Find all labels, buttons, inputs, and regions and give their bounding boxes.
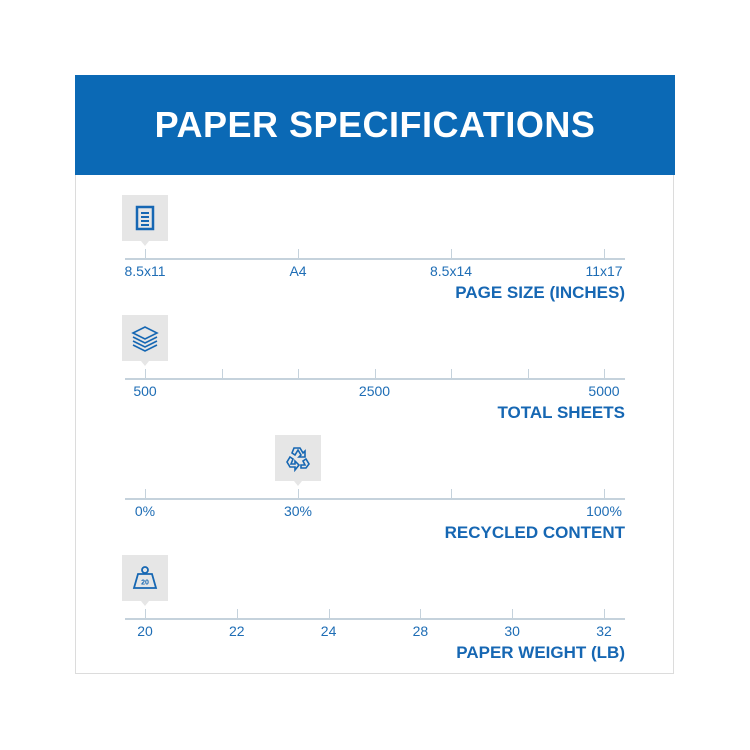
scale-axis (125, 258, 625, 260)
tick-label: A4 (289, 263, 307, 279)
spec-row: 20 22 24 28 30 32 20 PAPER WEIGHT (LB) (0, 0, 750, 662)
svg-text:20: 20 (141, 580, 149, 587)
scale-tick (420, 609, 422, 619)
tick-label: 2500 (358, 383, 391, 399)
scale-axis (125, 498, 625, 500)
spec-title: RECYCLED CONTENT (444, 523, 625, 542)
tick-label: 20 (137, 623, 153, 639)
document-icon (131, 204, 159, 232)
scale-tick (604, 489, 605, 499)
scale-tick (298, 369, 299, 379)
tick-label: 5000 (588, 383, 620, 399)
scale-tick (604, 609, 605, 619)
scale-tick (298, 249, 299, 259)
scale-tick (236, 609, 238, 619)
scale-tick (451, 369, 452, 379)
scale-tick (221, 369, 223, 379)
spec-row: 8.5x11 A4 8.5x14 11x17 PAGE SIZE (INCHES) (0, 0, 750, 302)
tick-label: 500 (133, 383, 157, 399)
tick-label: 8.5x11 (124, 263, 166, 279)
scale-tick (145, 249, 146, 259)
spec-row: 500 2500 5000 TOTAL SHEETS (0, 0, 750, 422)
recycle-icon (284, 444, 312, 472)
tick-label: 32 (596, 623, 612, 639)
scale-tick (451, 249, 452, 259)
paper-stack-icon (131, 324, 159, 352)
spec-title: TOTAL SHEETS (497, 403, 625, 422)
scale-tick (145, 369, 146, 379)
page-title: PAPER SPECIFICATIONS (154, 104, 596, 145)
scale-tick (512, 609, 514, 619)
value-marker: 20 (122, 555, 168, 606)
tick-label: 22 (229, 623, 245, 639)
tick-label: 11x17 (585, 263, 623, 279)
value-marker (275, 435, 321, 486)
scale-tick (298, 489, 299, 499)
scale-axis (125, 618, 625, 620)
tick-label: 30 (504, 623, 520, 639)
spec-row: 0% 30% 100% RECYCLED CONTENT (0, 0, 750, 542)
tick-label: 30% (283, 503, 313, 519)
tick-label: 8.5x14 (429, 263, 473, 279)
scale-tick (451, 489, 452, 499)
scale-axis (125, 378, 625, 380)
scale-tick (145, 609, 146, 619)
value-marker (122, 315, 168, 366)
spec-title: PAGE SIZE (INCHES) (455, 283, 625, 302)
spec-title: PAPER WEIGHT (LB) (456, 643, 625, 662)
header-banner: PAPER SPECIFICATIONS (75, 75, 675, 175)
tick-label: 100% (586, 503, 622, 519)
value-marker (122, 195, 168, 246)
scale-tick (604, 369, 605, 379)
scale-tick (527, 369, 529, 379)
scale-tick (604, 249, 605, 259)
scale-tick (145, 489, 146, 499)
scale-tick (374, 369, 376, 379)
tick-label: 28 (412, 623, 429, 639)
tick-label: 0% (134, 503, 156, 519)
tick-label: 24 (320, 623, 337, 639)
weight-icon: 20 (131, 564, 159, 592)
scale-tick (328, 609, 330, 619)
